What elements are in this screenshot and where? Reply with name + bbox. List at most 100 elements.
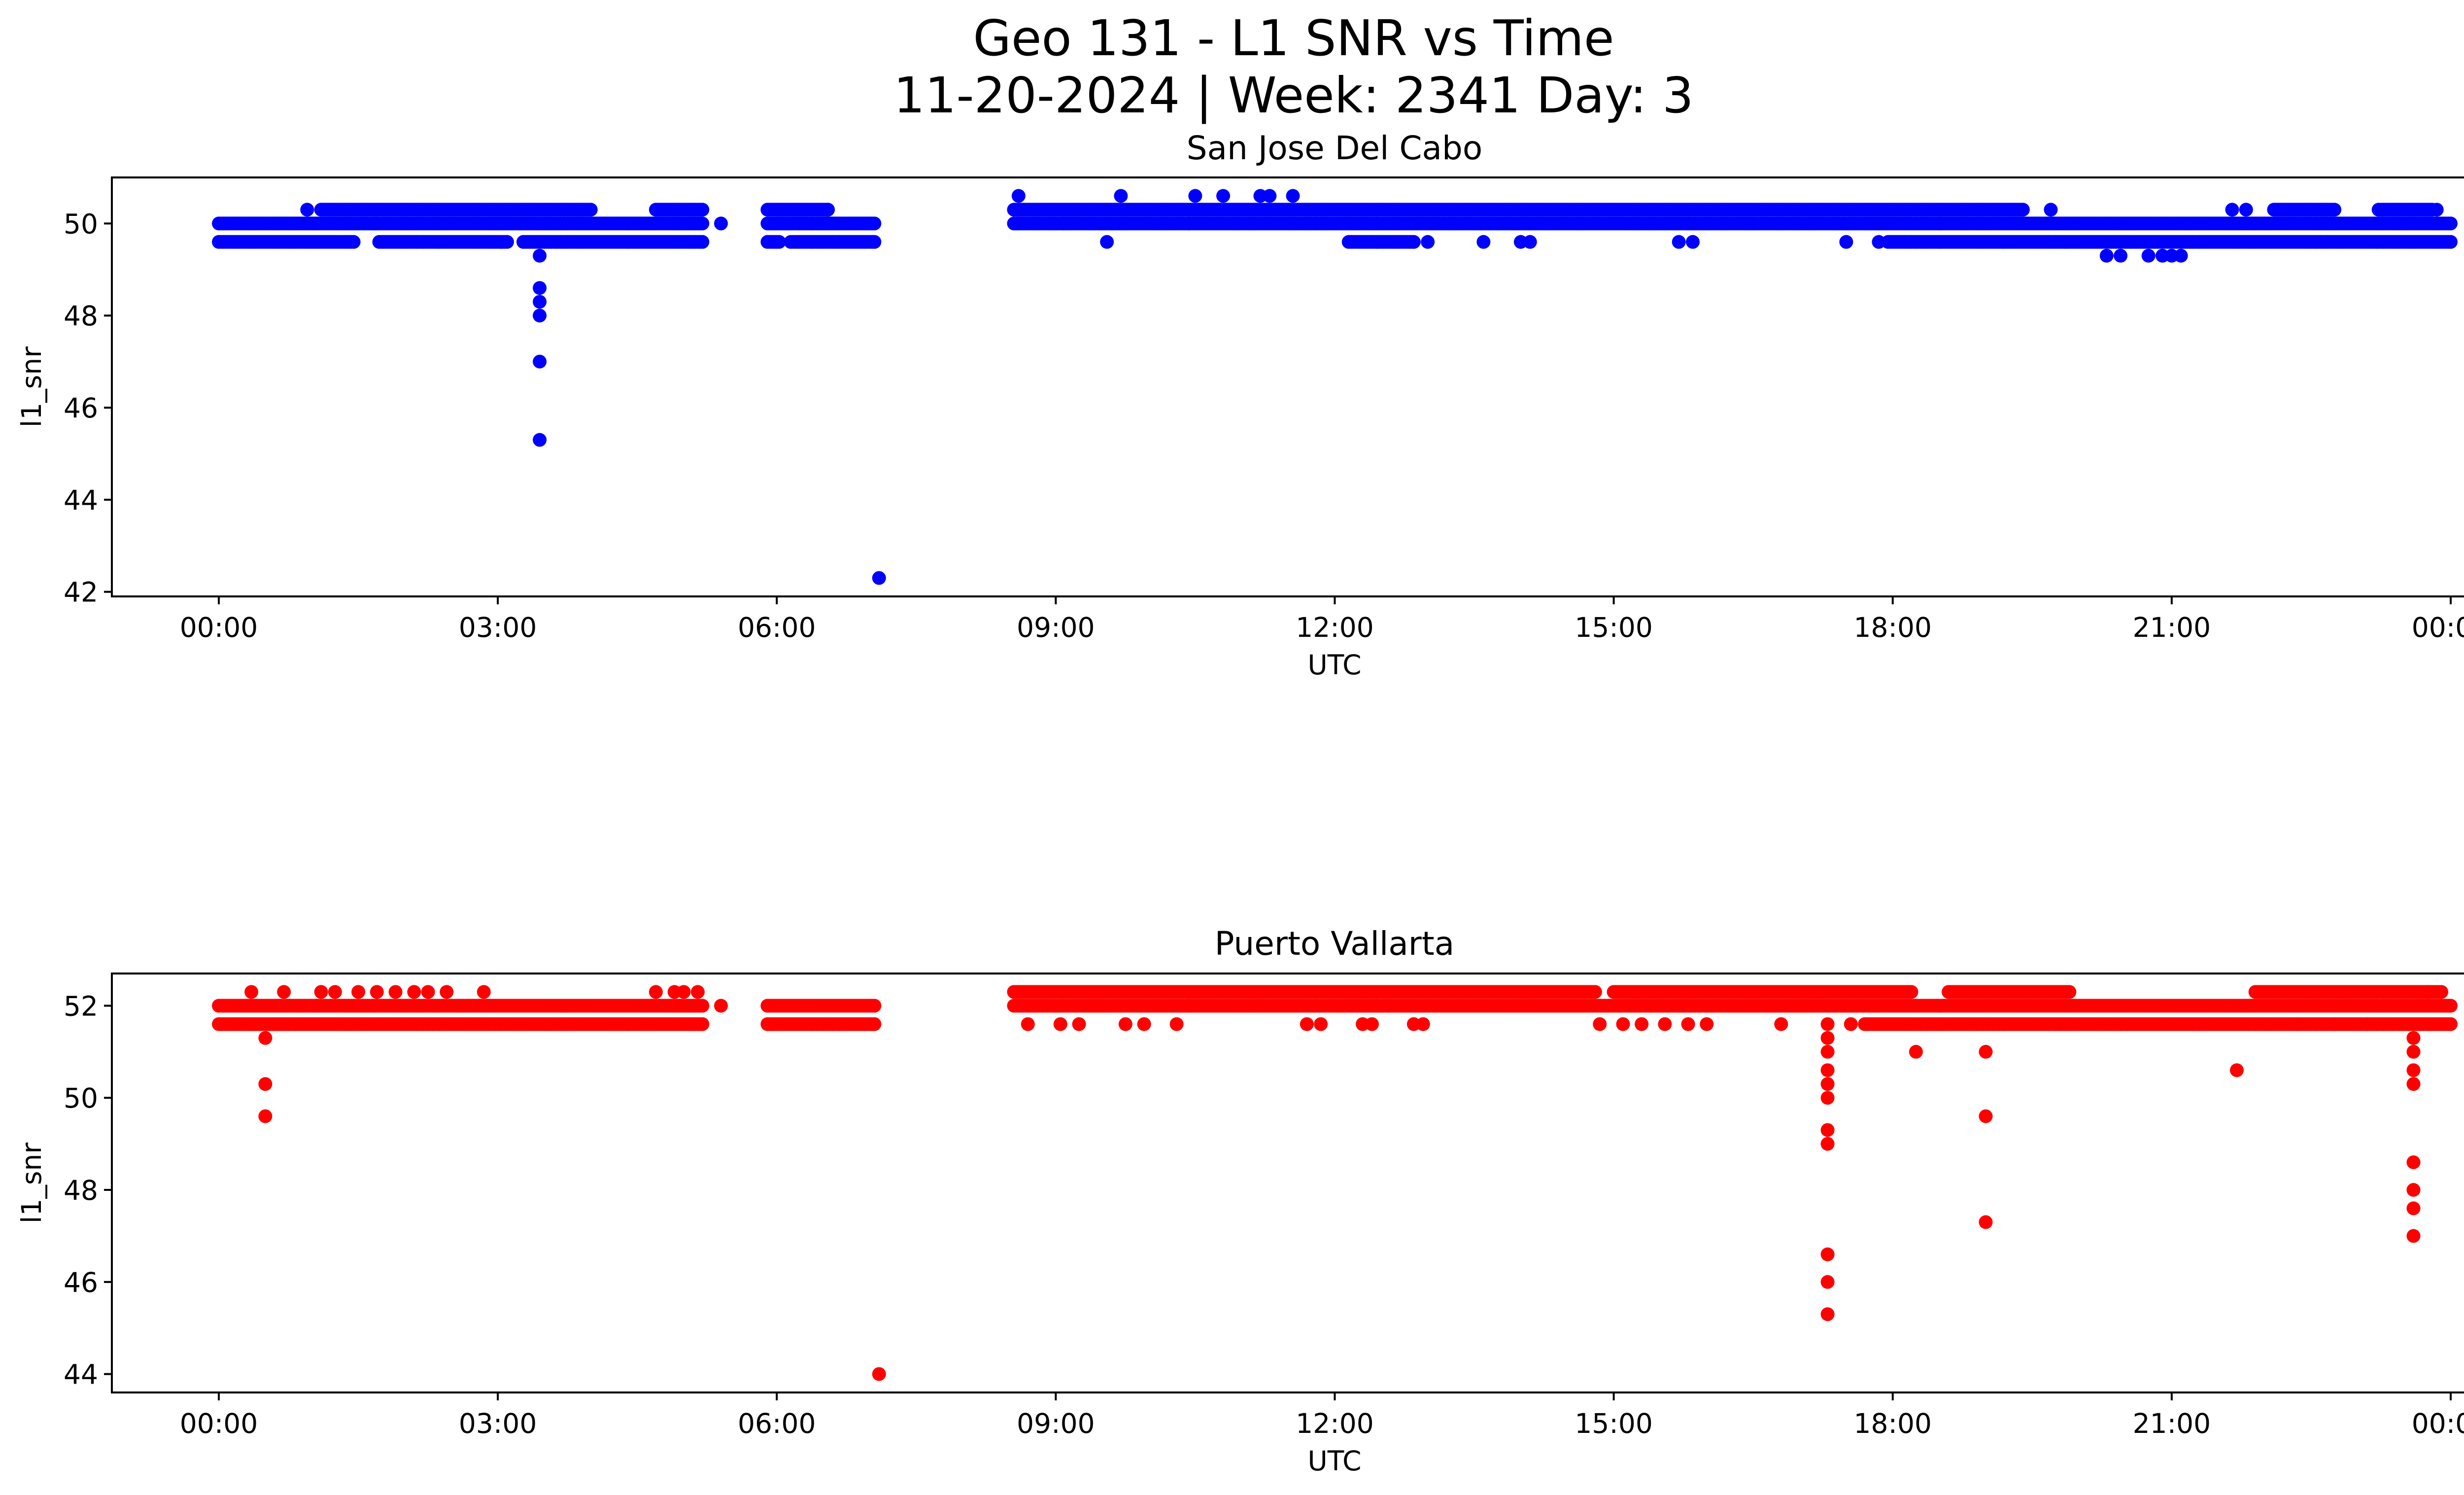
- data-point: [867, 999, 882, 1013]
- data-point: [1635, 1017, 1649, 1031]
- data-point: [714, 216, 728, 231]
- data-point: [695, 235, 710, 249]
- data-point: [2406, 1031, 2421, 1045]
- data-point: [1844, 1017, 1858, 1031]
- data-point: [867, 235, 882, 249]
- data-point: [1700, 1017, 1714, 1031]
- data-point: [2406, 1155, 2421, 1169]
- data-point: [2327, 1017, 2342, 1031]
- data-point: [2239, 203, 2253, 217]
- data-point: [533, 433, 547, 447]
- data-point: [1820, 1031, 1835, 1045]
- data-point: [1672, 235, 1686, 249]
- data-point: [346, 235, 361, 249]
- x-tick-label: 00:00: [2412, 612, 2464, 643]
- x-tick-label: 12:00: [1296, 1408, 1374, 1439]
- data-point: [1416, 1017, 1430, 1031]
- data-point: [244, 985, 259, 999]
- data-point: [2099, 248, 2114, 263]
- data-point: [649, 203, 663, 217]
- x-axis-label: UTC: [1307, 1445, 1361, 1477]
- data-point: [1820, 1275, 1835, 1289]
- data-point: [533, 295, 547, 309]
- data-point: [1100, 235, 1114, 249]
- y-tick-label: 48: [64, 1175, 98, 1206]
- data-point: [370, 985, 384, 999]
- x-tick-label: 21:00: [2133, 612, 2211, 643]
- data-point: [1820, 1123, 1835, 1137]
- data-point: [258, 1109, 273, 1123]
- data-point: [1979, 1215, 1993, 1229]
- data-point: [2016, 203, 2030, 217]
- data-point: [1021, 1017, 1035, 1031]
- y-axis-label: l1_snr: [16, 347, 47, 427]
- data-point: [821, 203, 835, 217]
- y-tick-label: 52: [64, 990, 98, 1022]
- y-axis-ticks: 42 44 46 48 50: [64, 208, 112, 608]
- data-point: [1820, 1091, 1835, 1105]
- data-point: [1314, 1017, 1328, 1031]
- data-point: [1216, 189, 1231, 203]
- data-point: [1421, 235, 1435, 249]
- data-point: [533, 248, 547, 263]
- data-point: [1820, 1137, 1835, 1151]
- x-tick-label: 21:00: [2133, 1408, 2211, 1439]
- x-axis-label: UTC: [1307, 649, 1361, 681]
- data-point: [2141, 248, 2156, 263]
- data-point: [1820, 1247, 1835, 1261]
- data-point: [2430, 203, 2444, 217]
- x-tick-label: 06:00: [738, 1408, 816, 1439]
- data-point: [533, 309, 547, 323]
- data-point: [1839, 235, 1853, 249]
- data-point: [2420, 985, 2434, 999]
- x-tick-label: 00:00: [180, 612, 258, 643]
- data-point: [1872, 235, 1886, 249]
- data-point: [2406, 1044, 2421, 1059]
- data-point: [1820, 1307, 1835, 1321]
- data-point: [1118, 1017, 1132, 1031]
- data-point: [1681, 1017, 1695, 1031]
- data-point: [2360, 1017, 2374, 1031]
- data-point: [2444, 235, 2458, 249]
- data-point: [714, 999, 728, 1013]
- data-point: [351, 985, 366, 999]
- data-point: [1365, 1017, 1379, 1031]
- data-point: [533, 354, 547, 369]
- y-tick-label: 46: [64, 1267, 98, 1298]
- data-point: [2225, 203, 2239, 217]
- data-point: [1300, 1017, 1314, 1031]
- data-point: [2406, 1077, 2421, 1091]
- data-point: [772, 235, 786, 249]
- data-point: [1476, 235, 1491, 249]
- data-point: [2044, 203, 2058, 217]
- data-point: [1979, 1109, 1993, 1123]
- data-point: [1072, 1017, 1086, 1031]
- y-axis-label: l1_snr: [16, 1143, 47, 1223]
- data-point: [2230, 1063, 2244, 1078]
- data-point: [1169, 1017, 1184, 1031]
- data-point: [2406, 1201, 2421, 1216]
- data-point: [1523, 235, 1537, 249]
- data-point: [500, 235, 514, 249]
- data-point: [2290, 1017, 2304, 1031]
- data-point: [2444, 216, 2458, 231]
- data-point: [872, 1367, 886, 1381]
- x-tick-label: 06:00: [738, 612, 816, 643]
- data-point: [1820, 1044, 1835, 1059]
- data-point: [1820, 1077, 1835, 1091]
- data-point: [1588, 985, 1602, 999]
- x-tick-label: 18:00: [1853, 1408, 1932, 1439]
- y-tick-label: 44: [64, 485, 98, 516]
- data-point: [277, 985, 291, 999]
- data-point: [1820, 1017, 1835, 1031]
- y-tick-label: 46: [64, 392, 98, 424]
- chart-puerto-vallarta: Puerto Vallarta 00:00 03:00 06:00 09:00 12:0…: [16, 925, 2464, 1477]
- data-point: [2174, 248, 2188, 263]
- x-tick-label: 03:00: [459, 1408, 537, 1439]
- data-point: [2114, 248, 2128, 263]
- data-point: [677, 985, 691, 999]
- scatter-points: [212, 189, 2458, 585]
- data-point: [1904, 985, 1918, 999]
